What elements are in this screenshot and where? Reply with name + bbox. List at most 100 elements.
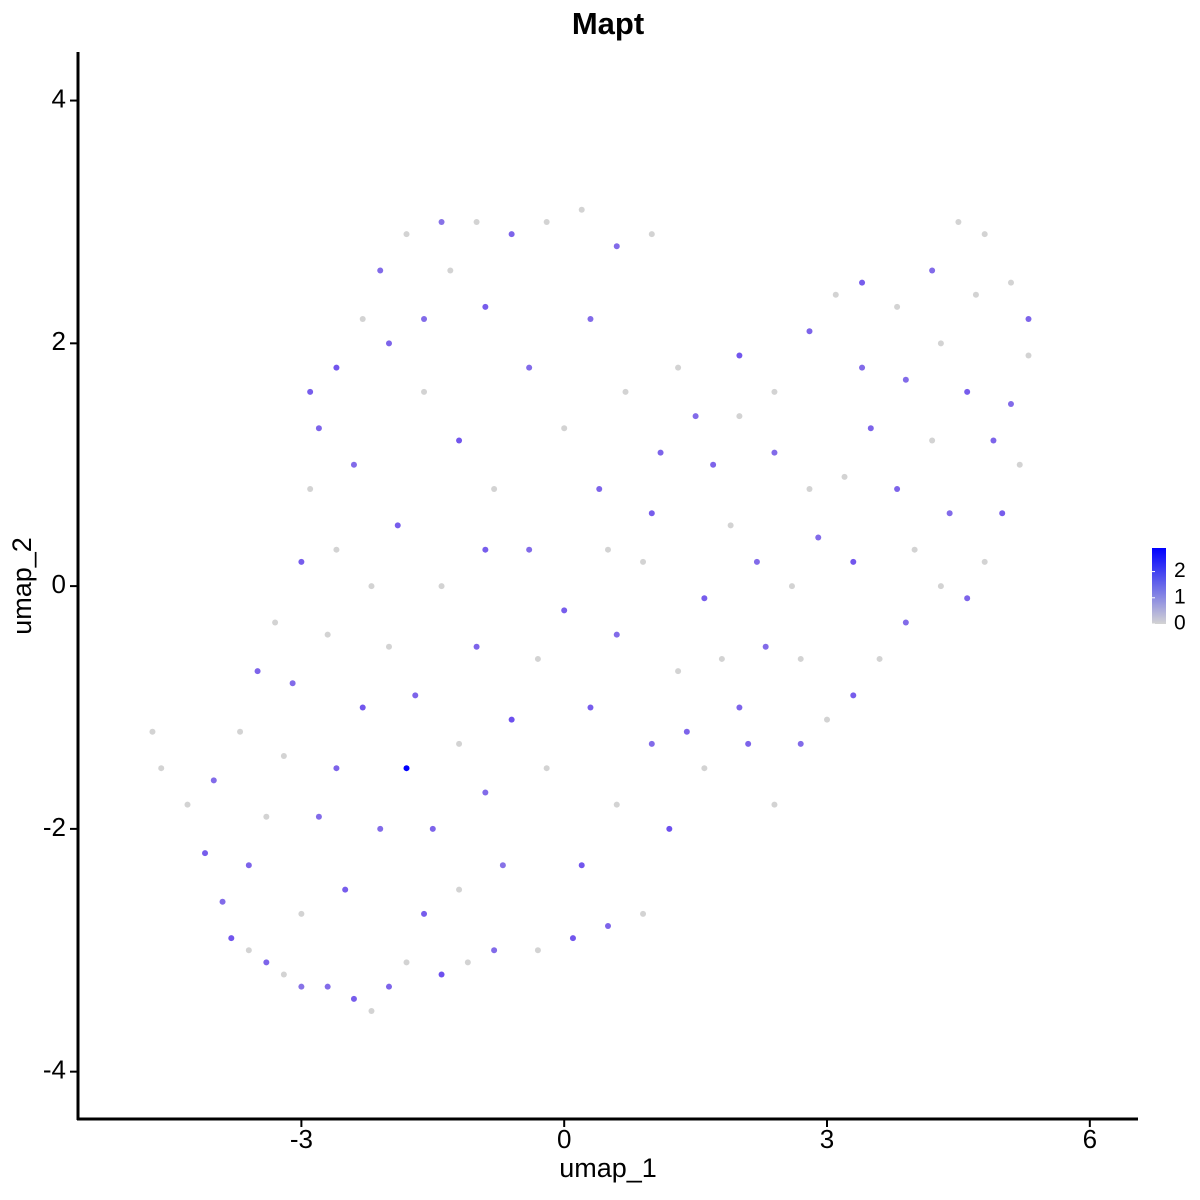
point xyxy=(701,595,708,602)
point xyxy=(482,303,489,310)
point xyxy=(815,534,822,541)
point xyxy=(263,959,270,966)
point xyxy=(797,740,804,747)
color-bar-label: 2 xyxy=(1174,559,1186,582)
point xyxy=(745,740,752,747)
point xyxy=(561,425,568,432)
point xyxy=(727,522,734,529)
x-tick-label: 3 xyxy=(820,1124,834,1154)
point xyxy=(867,425,874,432)
point xyxy=(254,668,261,675)
point xyxy=(972,291,979,298)
point xyxy=(806,328,813,335)
point xyxy=(613,243,620,250)
point xyxy=(456,740,463,747)
point xyxy=(894,485,901,492)
color-bar-label: 1 xyxy=(1174,585,1186,608)
point xyxy=(990,437,997,444)
y-tick-label: 0 xyxy=(52,569,66,599)
point xyxy=(499,862,506,869)
point xyxy=(245,862,252,869)
point xyxy=(158,765,165,772)
point xyxy=(911,546,918,553)
point xyxy=(202,850,209,857)
point xyxy=(648,510,655,517)
point xyxy=(219,898,226,905)
point xyxy=(315,425,322,432)
x-tick-label: 0 xyxy=(557,1124,571,1154)
y-tick-label: 4 xyxy=(52,83,66,113)
point xyxy=(876,655,883,662)
point xyxy=(1016,461,1023,468)
point xyxy=(929,267,936,274)
point xyxy=(937,340,944,347)
point xyxy=(272,619,279,626)
point xyxy=(412,692,419,699)
point xyxy=(771,801,778,808)
point xyxy=(491,947,498,954)
point xyxy=(482,546,489,553)
point xyxy=(675,364,682,371)
point xyxy=(999,510,1006,517)
point xyxy=(771,388,778,395)
point xyxy=(482,789,489,796)
point xyxy=(333,364,340,371)
point xyxy=(403,231,410,238)
point xyxy=(228,935,235,942)
point xyxy=(946,510,953,517)
point xyxy=(263,813,270,820)
point xyxy=(385,983,392,990)
point xyxy=(561,607,568,614)
point xyxy=(289,680,296,687)
point xyxy=(701,765,708,772)
y-tick-label: -2 xyxy=(43,812,66,842)
point xyxy=(929,437,936,444)
point xyxy=(210,777,217,784)
x-tick-label: -3 xyxy=(290,1124,313,1154)
point xyxy=(307,388,314,395)
point xyxy=(692,413,699,420)
point xyxy=(736,352,743,359)
point xyxy=(237,728,244,735)
point xyxy=(605,922,611,929)
point xyxy=(753,558,760,565)
point xyxy=(298,910,305,917)
point xyxy=(245,947,252,954)
point xyxy=(333,546,340,553)
point xyxy=(640,910,647,917)
point xyxy=(648,231,655,238)
point xyxy=(578,206,585,213)
y-tick-label: -4 xyxy=(43,1055,66,1085)
point xyxy=(377,825,384,832)
chart-title: Mapt xyxy=(572,6,644,41)
point xyxy=(648,740,655,747)
point xyxy=(683,728,690,735)
point xyxy=(385,643,392,650)
point xyxy=(350,995,357,1002)
point xyxy=(438,971,445,978)
point xyxy=(508,716,515,723)
point xyxy=(710,461,717,468)
point xyxy=(403,765,410,772)
point xyxy=(359,704,366,711)
point xyxy=(298,558,305,565)
point xyxy=(1007,401,1014,408)
point xyxy=(894,303,901,310)
point xyxy=(675,668,682,675)
point xyxy=(543,218,550,225)
point xyxy=(718,655,725,662)
x-axis-label: umap_1 xyxy=(559,1153,657,1183)
color-bar-label: 0 xyxy=(1174,612,1186,635)
point xyxy=(1025,352,1032,359)
point xyxy=(456,886,463,893)
point xyxy=(587,316,594,323)
point xyxy=(736,704,743,711)
point xyxy=(902,376,909,383)
point xyxy=(666,825,673,832)
point xyxy=(324,631,331,638)
point xyxy=(622,388,629,395)
point xyxy=(613,801,620,808)
point xyxy=(824,716,831,723)
point xyxy=(464,959,471,966)
point xyxy=(981,558,988,565)
